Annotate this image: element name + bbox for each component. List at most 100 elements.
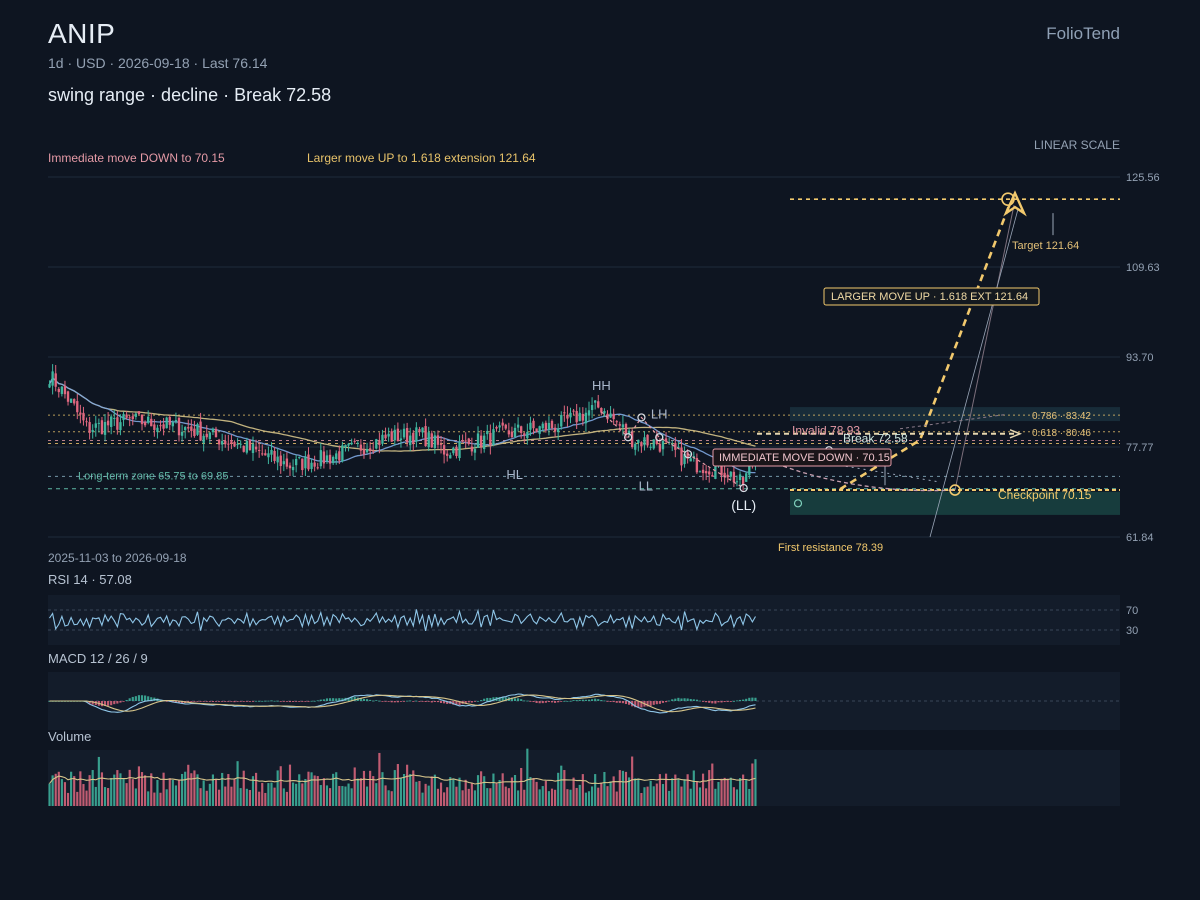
candle-body — [248, 440, 252, 451]
volume-bar — [742, 774, 745, 806]
candle-body — [597, 401, 600, 408]
volume-bar — [751, 763, 754, 806]
volume-bar — [245, 788, 248, 806]
volume-bar — [664, 773, 668, 806]
candle-body — [122, 414, 125, 421]
macd-histogram-bar — [282, 701, 285, 702]
callout-up-text: LARGER MOVE UP · 1.618 EXT 121.64 — [831, 291, 1028, 303]
macd-histogram-bar — [433, 701, 436, 703]
candle-body — [683, 453, 686, 465]
volume-bar — [523, 789, 526, 806]
volume-bar — [640, 792, 643, 806]
volume-bar — [387, 790, 390, 806]
candle-body — [344, 444, 347, 448]
candle-body — [331, 456, 335, 464]
macd-histogram-bar — [248, 701, 251, 702]
macd-histogram-bar — [609, 701, 612, 702]
macd-histogram-bar — [276, 700, 279, 702]
candle-body — [288, 465, 292, 469]
candle-body — [177, 417, 181, 436]
macd-histogram-bar — [554, 701, 557, 703]
volume-bar — [316, 776, 319, 806]
volume-bar — [424, 783, 427, 806]
volume-bar — [578, 784, 581, 806]
candle-body — [661, 440, 665, 450]
y-tick-label: 61.84 — [1126, 532, 1154, 544]
candle-body — [153, 424, 156, 430]
volume-bar — [430, 776, 433, 806]
volume-bar — [328, 788, 332, 806]
volume-bar — [563, 770, 566, 806]
candle-body — [458, 442, 461, 459]
volume-bar — [677, 778, 680, 806]
volume-bar — [347, 783, 350, 806]
candle-body — [476, 433, 480, 448]
volume-bar — [594, 774, 597, 806]
volume-bar — [335, 772, 338, 806]
macd-layer — [48, 672, 1120, 730]
break-label: Break 72.58 — [843, 431, 908, 445]
y-tick-label: 77.77 — [1126, 442, 1154, 454]
candle-body — [560, 414, 563, 427]
macd-histogram-bar — [742, 699, 745, 701]
macd-histogram-bar — [483, 698, 486, 701]
swing-point — [739, 483, 748, 493]
macd-histogram-bar — [470, 701, 473, 703]
candle-body — [735, 481, 739, 483]
candle-body — [251, 444, 255, 454]
candle-body — [174, 420, 178, 422]
ticker-symbol: ANIP — [48, 18, 116, 49]
swing-label: HH — [592, 378, 611, 393]
candle-body — [507, 430, 511, 435]
candle-body — [584, 412, 588, 424]
swing-label: LH — [651, 406, 668, 421]
volume-bar — [412, 770, 415, 806]
scale-toggle[interactable]: LINEAR SCALE — [1033, 138, 1120, 152]
macd-histogram-bar — [103, 701, 107, 706]
candle-body — [100, 420, 104, 434]
macd-histogram-bar — [624, 701, 628, 705]
volume-bar — [467, 788, 470, 806]
macd-histogram-bar — [492, 697, 495, 701]
macd-histogram-bar — [572, 700, 575, 701]
macd-histogram-bar — [347, 697, 350, 701]
volume-bar — [615, 791, 618, 806]
macd-histogram-bar — [128, 698, 131, 701]
volume-bar — [267, 783, 270, 806]
swing-label: (LL) — [731, 497, 756, 513]
macd-histogram-bar — [591, 699, 594, 701]
volume-bar — [208, 783, 211, 806]
macd-histogram-bar — [655, 701, 658, 705]
y-tick-label: 125.56 — [1126, 172, 1160, 184]
projection-point — [793, 499, 803, 508]
volume-bar — [683, 779, 686, 806]
macd-histogram-bar — [381, 701, 384, 702]
macd-histogram-bar — [698, 700, 702, 702]
candle-body — [298, 456, 301, 458]
candle-body — [384, 434, 387, 439]
macd-histogram-bar — [652, 701, 655, 705]
macd-histogram-bar — [375, 700, 378, 702]
volume-bar — [150, 773, 153, 806]
rsi-level-label: 70 — [1126, 605, 1138, 617]
volume-bar — [125, 783, 128, 806]
macd-histogram-bar — [174, 701, 178, 703]
macd-histogram-bar — [489, 697, 492, 701]
candle-body — [307, 454, 310, 470]
candle-body — [550, 420, 554, 428]
volume-bar — [356, 778, 359, 806]
candle-body — [486, 430, 489, 435]
volume-bar — [122, 778, 125, 806]
candle-body — [680, 447, 683, 466]
candle-body — [436, 435, 440, 445]
candle-body — [267, 453, 270, 458]
macd-histogram-bar — [230, 701, 233, 702]
volume-bar — [575, 787, 578, 806]
volume-bar — [147, 791, 150, 806]
macd-histogram-bar — [708, 701, 711, 703]
volume-bar — [137, 766, 141, 806]
rsi-layer: 70 30 — [48, 595, 1138, 645]
volume-bar — [140, 772, 144, 806]
volume-bar — [199, 788, 202, 806]
